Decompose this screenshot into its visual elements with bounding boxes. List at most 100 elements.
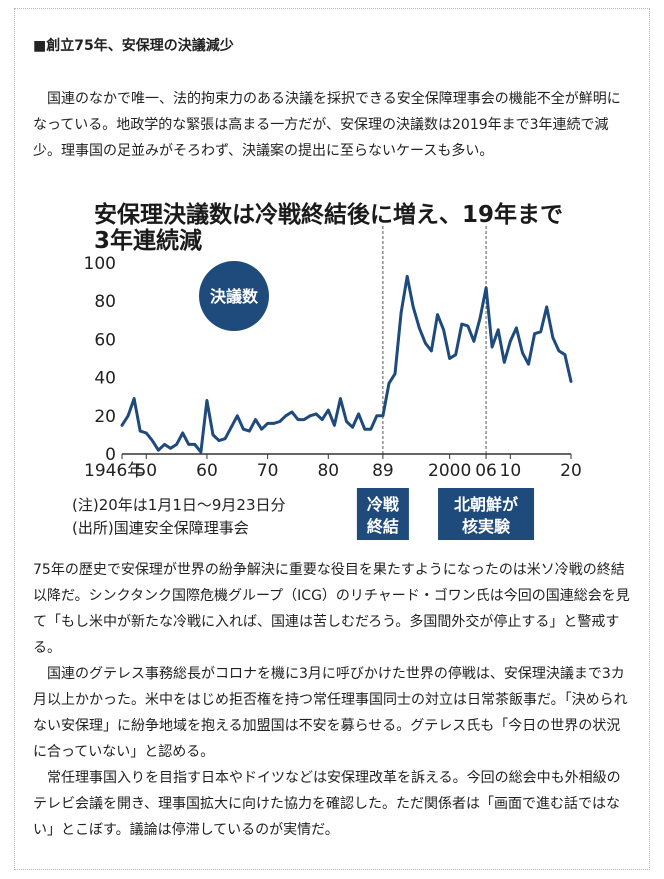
article-heading: ■創立75年、安保理の決議減少 [33, 38, 234, 54]
data-point [290, 410, 294, 414]
x-tick-label: 10 [500, 461, 522, 481]
data-point [509, 340, 512, 343]
y-tick-label: 0 [105, 445, 116, 465]
data-point [223, 437, 227, 440]
data-point [448, 357, 451, 360]
x-tick-label: 89 [372, 461, 394, 481]
data-point [284, 414, 288, 417]
data-point [387, 382, 391, 385]
data-point [163, 443, 166, 446]
data-point [557, 349, 561, 353]
x-tick-label: 70 [257, 461, 279, 481]
series-badge-label: 決議数 [210, 287, 259, 306]
data-point [375, 414, 379, 417]
x-tick-label: 80 [317, 461, 339, 481]
data-point [145, 431, 148, 435]
data-point [278, 420, 281, 423]
data-point [339, 397, 342, 400]
data-point [139, 429, 142, 433]
x-tick-label: 1946年 [84, 461, 144, 481]
series-badge-circle [199, 261, 269, 331]
data-point [217, 439, 221, 442]
data-point [369, 427, 372, 431]
data-point [260, 427, 263, 431]
y-tick-label: 20 [94, 407, 116, 427]
data-point [527, 363, 530, 366]
data-point [496, 328, 500, 332]
event-label-line-2: 終結 [367, 517, 399, 536]
data-point [296, 418, 300, 421]
data-point [357, 412, 360, 416]
paragraph-3: 国連のグテレス事務総長がコロナを機に3月に呼びかけた世界の停戦は、安保理決議まで… [33, 666, 628, 760]
data-point [405, 275, 409, 278]
event-label-box [356, 488, 409, 540]
data-point [484, 286, 488, 290]
data-point [120, 424, 124, 427]
x-tick-label: 50 [135, 461, 157, 481]
data-point [503, 361, 506, 364]
data-point [412, 305, 415, 309]
data-point [248, 429, 251, 433]
data-point [363, 427, 366, 431]
series-line [120, 274, 573, 454]
data-point [393, 372, 397, 375]
data-point [545, 305, 548, 309]
series-badge: 決議数 [199, 261, 269, 331]
paragraph-2: 75年の歴史で安保理が世界の紛争解決に重要な役目を果たすようになったのは米ソ冷戦… [33, 562, 630, 656]
data-point [230, 426, 233, 429]
data-point [314, 412, 318, 416]
data-point [151, 439, 154, 442]
data-point [466, 324, 470, 328]
resolutions-chart: 安保理決議数は冷戦終結後に増え、19年まで 3年連続減 冷戦終結北朝鮮が核実験 … [72, 201, 582, 540]
data-point [321, 418, 324, 421]
data-point [442, 328, 445, 332]
y-tick-label: 60 [94, 330, 116, 350]
data-point [157, 448, 160, 452]
data-point [436, 313, 439, 316]
y-tick-label: 100 [84, 254, 116, 274]
event-label-line-1: 冷戦 [367, 495, 400, 514]
paragraph-4: 常任理事国入りを目指す日本やドイツなどは安保理改革を訴える。今回の総会中も外相級… [33, 770, 621, 838]
data-point [472, 340, 476, 343]
data-point [533, 332, 536, 335]
data-point [345, 420, 348, 423]
data-point [333, 424, 336, 427]
chart-title-line-1: 安保理決議数は冷戦終結後に増え、19年まで [94, 201, 563, 228]
data-point [418, 326, 421, 330]
data-point [521, 351, 524, 354]
data-point [515, 326, 518, 330]
data-point [327, 408, 330, 412]
paragraph-1: 国連のなかで唯一、法的拘束力のある決議を採択できる安全保障理事会の機能不全が鮮明… [33, 91, 621, 159]
data-point [254, 418, 257, 421]
x-tick-label: 2000 [428, 461, 471, 481]
data-point [132, 397, 136, 400]
data-point [308, 414, 312, 417]
data-point [175, 443, 178, 446]
x-tick-label: 06 [475, 461, 497, 481]
data-point [169, 447, 172, 450]
data-point [430, 349, 433, 353]
data-point [478, 317, 482, 320]
data-point [424, 342, 427, 345]
data-point [181, 431, 184, 435]
y-tick-label: 80 [94, 292, 116, 312]
data-point [272, 422, 275, 425]
data-point [563, 353, 567, 356]
article-frame [14, 8, 650, 870]
data-point [211, 433, 215, 437]
event-label-line-1: 北朝鮮が [454, 495, 518, 514]
data-point [236, 414, 239, 417]
data-point [199, 450, 203, 454]
event-label-line-2: 核実験 [462, 517, 511, 536]
event-label-box [438, 488, 535, 540]
data-point [551, 336, 554, 339]
data-point [454, 353, 457, 356]
x-tick-label: 60 [196, 461, 218, 481]
data-point [126, 414, 130, 417]
data-point [242, 427, 245, 431]
data-point [539, 330, 542, 333]
x-tick-label: 20 [560, 461, 582, 481]
data-point [569, 380, 573, 383]
data-point [351, 426, 354, 429]
